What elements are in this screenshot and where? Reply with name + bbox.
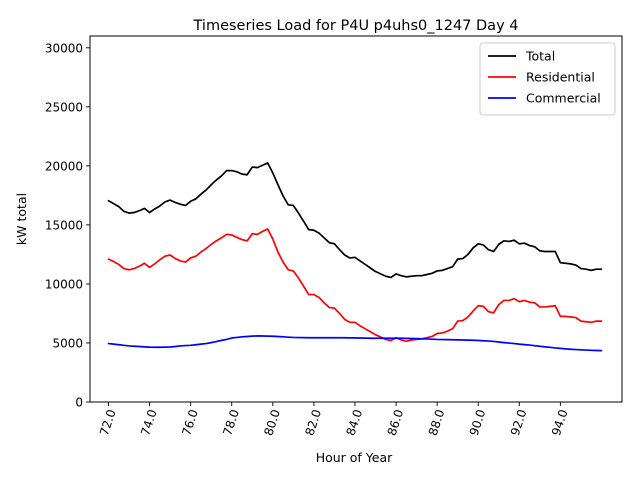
y-tick-label: 5000 (52, 336, 83, 350)
y-tick-label: 20000 (45, 159, 83, 173)
chart-title: Timeseries Load for P4U p4uhs0_1247 Day … (193, 18, 519, 34)
x-axis-label: Hour of Year (316, 450, 393, 465)
series-line-residential (107, 228, 603, 343)
legend: Total Residential Commercial (479, 42, 616, 116)
y-tick-label: 30000 (45, 41, 83, 55)
y-tick-label: 25000 (45, 100, 83, 114)
y-tick-label: 15000 (45, 218, 83, 232)
y-axis: 0 5000 10000 15000 20000 25000 30000 (45, 41, 90, 410)
series-line-total (107, 162, 603, 279)
legend-label-residential: Residential (526, 70, 595, 85)
legend-label-commercial: Commercial (526, 91, 601, 106)
series-line-commercial (107, 335, 603, 352)
legend-frame (479, 42, 616, 116)
legend-label-total: Total (525, 49, 555, 64)
y-tick-label: 10000 (45, 277, 83, 291)
series-layer (107, 162, 603, 352)
plot-frame (89, 35, 623, 403)
y-tick-label: 0 (75, 396, 83, 410)
y-axis-label: kW total (14, 193, 29, 245)
